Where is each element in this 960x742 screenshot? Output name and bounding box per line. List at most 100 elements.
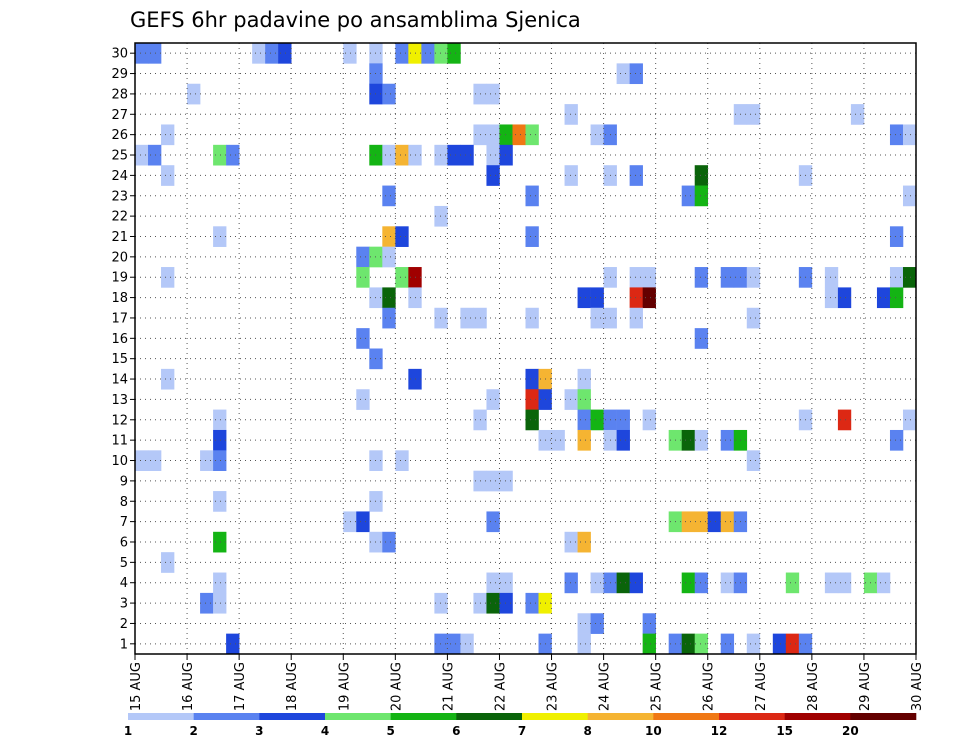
- heatmap-cell: [694, 328, 709, 349]
- heatmap-cell: [460, 307, 474, 329]
- heatmap-cell: [161, 267, 175, 288]
- heatmap-cell: [213, 429, 227, 451]
- heatmap-cell: [525, 226, 539, 247]
- legend-swatch: [325, 713, 391, 720]
- y-tick-label: 23: [111, 189, 128, 204]
- heatmap-cell: [629, 572, 643, 594]
- heatmap-cell: [681, 511, 696, 533]
- heatmap-cell: [499, 144, 513, 166]
- heatmap-cell: [681, 429, 696, 451]
- heatmap-cell: [486, 592, 500, 614]
- heatmap-cell: [876, 287, 891, 309]
- x-tick-label: 18 AUG: [285, 662, 300, 711]
- heatmap-cell: [525, 592, 539, 614]
- heatmap-cell: [486, 470, 500, 492]
- heatmap-cell: [616, 429, 630, 451]
- legend-swatch: [456, 713, 523, 720]
- heatmap-cell: [642, 409, 656, 431]
- heatmap-cell: [226, 144, 240, 166]
- x-tick-label: 16 AUG: [181, 662, 196, 711]
- y-tick-label: 10: [111, 454, 128, 469]
- heatmap-cell: [213, 572, 227, 594]
- x-tick-label: 17 AUG: [233, 662, 248, 711]
- heatmap-cell: [434, 633, 448, 655]
- y-tick-label: 18: [111, 291, 128, 306]
- heatmap-cell: [707, 511, 722, 533]
- heatmap-cell: [382, 531, 396, 553]
- heatmap-cell: [681, 633, 696, 655]
- heatmap-cell: [486, 144, 500, 166]
- y-tick-label: 20: [111, 250, 128, 265]
- heatmap-cell: [837, 287, 852, 309]
- heatmap-cell: [694, 572, 709, 594]
- heatmap-cell: [629, 63, 643, 85]
- heatmap-cell: [356, 267, 370, 288]
- heatmap-cell: [564, 389, 578, 410]
- legend-label: 3: [255, 724, 263, 738]
- heatmap-cell: [148, 450, 162, 471]
- y-tick-label: 2: [120, 617, 128, 632]
- y-tick-label: 9: [120, 474, 128, 489]
- heatmap-cell: [525, 409, 539, 431]
- heatmap-cell: [382, 226, 396, 247]
- heatmap-cell: [642, 287, 656, 309]
- y-tick-label: 11: [111, 434, 128, 449]
- x-tick-label: 26 AUG: [702, 662, 717, 711]
- heatmap-cell: [525, 307, 539, 329]
- heatmap-cell: [395, 267, 409, 288]
- y-tick-label: 14: [111, 373, 128, 388]
- heatmap-cell: [486, 124, 500, 146]
- y-tick-label: 19: [111, 271, 128, 286]
- heatmap-cell: [577, 287, 591, 309]
- heatmap-cell: [720, 429, 735, 451]
- heatmap-cell: [902, 409, 917, 431]
- heatmap-cell: [746, 307, 761, 329]
- heatmap-cell: [564, 531, 578, 553]
- heatmap-cell: [395, 226, 409, 247]
- heatmap-cell: [382, 144, 396, 166]
- heatmap-cell: [551, 429, 565, 451]
- heatmap-cell: [824, 287, 839, 309]
- heatmap-cell: [213, 409, 227, 431]
- heatmap-cell: [629, 267, 643, 288]
- y-tick-label: 22: [111, 210, 128, 225]
- heatmap-cell: [213, 226, 227, 247]
- legend-label: 20: [842, 724, 859, 738]
- x-tick-label: 15 AUG: [129, 662, 144, 711]
- legend-swatch: [390, 713, 457, 720]
- heatmap-cell: [629, 307, 643, 329]
- heatmap-cell: [694, 267, 709, 288]
- heatmap-cell: [902, 267, 917, 288]
- heatmap-cell: [837, 409, 852, 431]
- heatmap-cell: [161, 552, 175, 573]
- y-tick-label: 15: [111, 352, 128, 367]
- heatmap-cell: [577, 613, 591, 634]
- heatmap-cell: [616, 409, 630, 431]
- legend-label: 5: [386, 724, 394, 738]
- heatmap-cell: [902, 185, 917, 207]
- legend-swatch: [850, 713, 917, 720]
- heatmap-cell: [746, 267, 761, 288]
- heatmap-cell: [772, 633, 787, 655]
- legend-swatch: [193, 713, 260, 720]
- heatmap-cell: [746, 104, 761, 125]
- y-tick-label: 1: [120, 637, 128, 652]
- heatmap-cell: [460, 633, 474, 655]
- legend-label: 12: [711, 724, 728, 738]
- heatmap-cell: [694, 633, 709, 655]
- legend-label: 8: [583, 724, 591, 738]
- heatmap-cell: [525, 389, 539, 410]
- legend-label: 2: [189, 724, 197, 738]
- heatmap-cell: [564, 572, 578, 594]
- heatmap-cell: [577, 409, 591, 431]
- heatmap-cell: [499, 470, 513, 492]
- heatmap-cell: [447, 43, 461, 64]
- x-tick-label: 25 AUG: [650, 662, 665, 711]
- heatmap-cell: [577, 633, 591, 655]
- y-axis-ticks: 1234567891011121314151617181920212223242…: [111, 47, 135, 652]
- heatmap-cell: [616, 63, 630, 85]
- heatmap-cell: [889, 267, 904, 288]
- heatmap-cell: [382, 246, 396, 268]
- legend-label: 7: [518, 724, 526, 738]
- heatmap-cell: [161, 124, 175, 146]
